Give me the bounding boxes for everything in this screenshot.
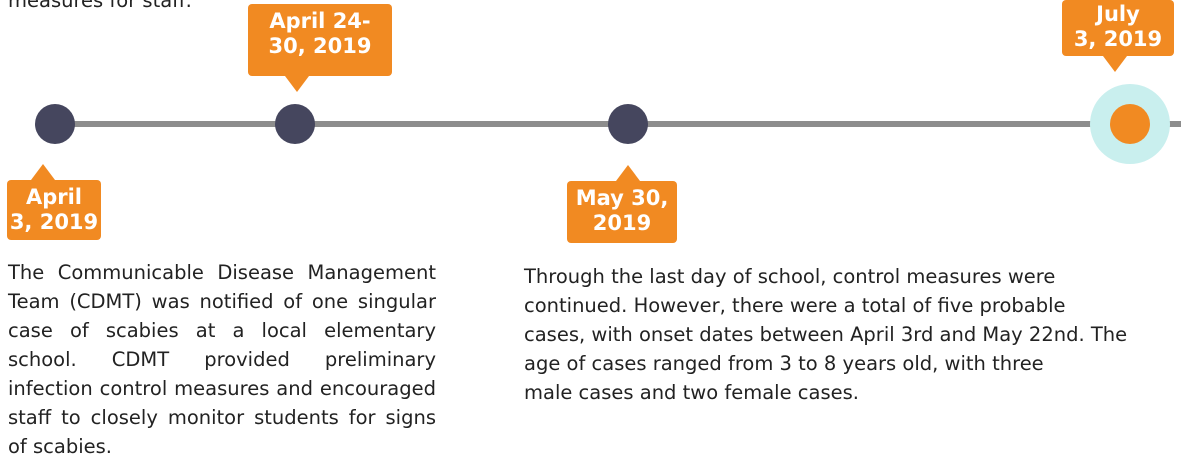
text-line: male cases and two female cases. [524,381,859,404]
date-line: 3, 2019 [1073,27,1163,51]
date-tag: July 3, 2019 [1062,0,1174,72]
date-tag: April 3, 2019 [7,164,101,240]
date-line: 30, 2019 [268,34,372,58]
top-text: measures for staff. [8,0,192,12]
right-paragraph: Through the last day of school, control … [524,262,1174,407]
timeline-node [608,104,648,144]
text-line: age of cases ranged from 3 to 8 years ol… [524,352,1044,375]
date-line: April 24- [269,9,371,33]
date-line: July [1096,2,1140,26]
text-line: cases, with onset dates between April 3r… [524,323,1128,346]
date-tag: May 30, 2019 [567,165,677,243]
timeline-node-current [1110,104,1150,144]
text-line: continued. However, there were a total o… [524,294,1066,317]
date-tag: April 24- 30, 2019 [248,4,392,92]
date-line: 2019 [592,211,652,235]
date-line: April [25,185,83,209]
left-paragraph: The Communicable Disease Management Team… [8,261,436,458]
date-line: May 30, [575,186,669,210]
text-line: Through the last day of school, control … [524,265,1056,288]
timeline-node [35,104,75,144]
date-line: 3, 2019 [9,210,99,234]
timeline-node [275,104,315,144]
